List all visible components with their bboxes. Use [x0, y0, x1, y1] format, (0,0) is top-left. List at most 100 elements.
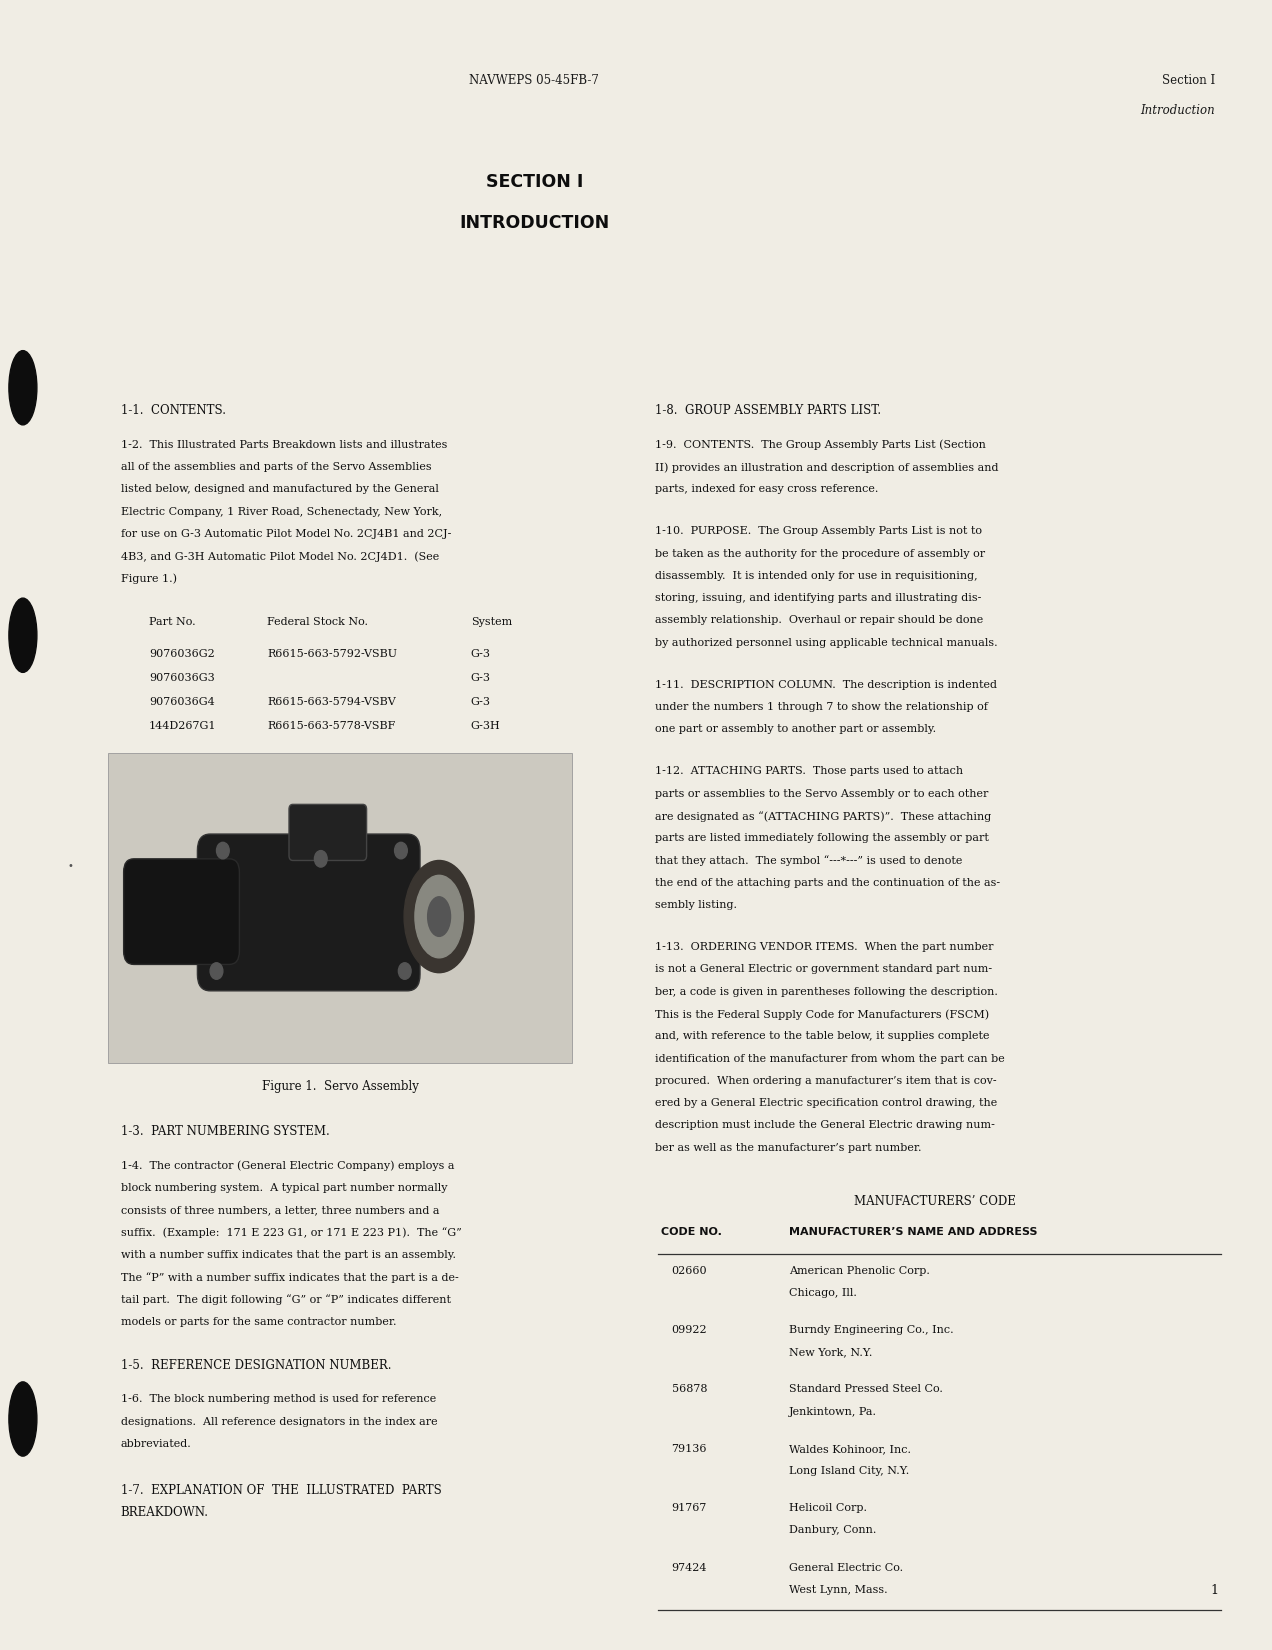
Text: 1-11.  DESCRIPTION COLUMN.  The description is indented: 1-11. DESCRIPTION COLUMN. The descriptio…: [655, 680, 997, 690]
Text: by authorized personnel using applicable technical manuals.: by authorized personnel using applicable…: [655, 637, 997, 648]
Ellipse shape: [398, 962, 411, 978]
Text: 09922: 09922: [672, 1325, 707, 1335]
Text: 1-4.  The contractor (General Electric Company) employs a: 1-4. The contractor (General Electric Co…: [121, 1160, 454, 1171]
Text: and, with reference to the table below, it supplies complete: and, with reference to the table below, …: [655, 1031, 990, 1041]
Text: G-3: G-3: [471, 648, 491, 660]
Text: R6615-663-5794-VSBV: R6615-663-5794-VSBV: [267, 696, 396, 708]
Text: G-3H: G-3H: [471, 721, 500, 731]
Text: 9076036G2: 9076036G2: [149, 648, 215, 660]
Text: be taken as the authority for the procedure of assembly or: be taken as the authority for the proced…: [655, 548, 986, 559]
Text: sembly listing.: sembly listing.: [655, 899, 736, 911]
Text: procured.  When ordering a manufacturer’s item that is cov-: procured. When ordering a manufacturer’s…: [655, 1076, 997, 1086]
Text: BREAKDOWN.: BREAKDOWN.: [121, 1506, 209, 1520]
Text: West Lynn, Mass.: West Lynn, Mass.: [789, 1584, 888, 1596]
Text: parts, indexed for easy cross reference.: parts, indexed for easy cross reference.: [655, 483, 879, 495]
Text: description must include the General Electric drawing num-: description must include the General Ele…: [655, 1120, 995, 1130]
Text: MANUFACTURER’S NAME AND ADDRESS: MANUFACTURER’S NAME AND ADDRESS: [789, 1226, 1037, 1238]
Text: abbreviated.: abbreviated.: [121, 1439, 192, 1449]
Text: MANUFACTURERS’ CODE: MANUFACTURERS’ CODE: [854, 1195, 1016, 1208]
Text: 1-10.  PURPOSE.  The Group Assembly Parts List is not to: 1-10. PURPOSE. The Group Assembly Parts …: [655, 526, 982, 536]
Text: Jenkintown, Pa.: Jenkintown, Pa.: [789, 1406, 876, 1417]
Text: New York, N.Y.: New York, N.Y.: [789, 1346, 873, 1358]
Text: 1-5.  REFERENCE DESIGNATION NUMBER.: 1-5. REFERENCE DESIGNATION NUMBER.: [121, 1358, 392, 1371]
Text: 91767: 91767: [672, 1503, 707, 1513]
Ellipse shape: [216, 842, 229, 858]
Text: 1-8.  GROUP ASSEMBLY PARTS LIST.: 1-8. GROUP ASSEMBLY PARTS LIST.: [655, 404, 881, 417]
Text: Federal Stock No.: Federal Stock No.: [267, 617, 368, 627]
Text: models or parts for the same contractor number.: models or parts for the same contractor …: [121, 1317, 397, 1327]
Text: Waldes Kohinoor, Inc.: Waldes Kohinoor, Inc.: [789, 1444, 911, 1454]
Text: System: System: [471, 617, 511, 627]
Text: 144D267G1: 144D267G1: [149, 721, 216, 731]
Text: 1-12.  ATTACHING PARTS.  Those parts used to attach: 1-12. ATTACHING PARTS. Those parts used …: [655, 766, 963, 777]
Text: are designated as “(ATTACHING PARTS)”.  These attaching: are designated as “(ATTACHING PARTS)”. T…: [655, 810, 991, 822]
Text: storing, issuing, and identifying parts and illustrating dis-: storing, issuing, and identifying parts …: [655, 592, 982, 604]
Text: General Electric Co.: General Electric Co.: [789, 1563, 903, 1572]
Text: Helicoil Corp.: Helicoil Corp.: [789, 1503, 866, 1513]
Text: NAVWEPS 05-45FB-7: NAVWEPS 05-45FB-7: [469, 74, 599, 87]
Ellipse shape: [427, 896, 450, 936]
Text: 1-7.  EXPLANATION OF  THE  ILLUSTRATED  PARTS: 1-7. EXPLANATION OF THE ILLUSTRATED PART…: [121, 1483, 441, 1497]
Text: Part No.: Part No.: [149, 617, 196, 627]
Text: Electric Company, 1 River Road, Schenectady, New York,: Electric Company, 1 River Road, Schenect…: [121, 507, 441, 516]
Text: ered by a General Electric specification control drawing, the: ered by a General Electric specification…: [655, 1097, 997, 1109]
Text: listed below, designed and manufactured by the General: listed below, designed and manufactured …: [121, 483, 439, 495]
Text: 1-1.  CONTENTS.: 1-1. CONTENTS.: [121, 404, 226, 417]
Text: Introduction: Introduction: [1140, 104, 1215, 117]
Text: 56878: 56878: [672, 1384, 707, 1394]
Ellipse shape: [9, 1383, 37, 1455]
Ellipse shape: [394, 842, 407, 858]
Text: with a number suffix indicates that the part is an assembly.: with a number suffix indicates that the …: [121, 1249, 455, 1261]
Text: 1-9.  CONTENTS.  The Group Assembly Parts List (Section: 1-9. CONTENTS. The Group Assembly Parts …: [655, 439, 986, 450]
Text: disassembly.  It is intended only for use in requisitioning,: disassembly. It is intended only for use…: [655, 571, 978, 581]
Ellipse shape: [9, 599, 37, 673]
Ellipse shape: [314, 850, 327, 866]
Text: tail part.  The digit following “G” or “P” indicates different: tail part. The digit following “G” or “P…: [121, 1294, 450, 1305]
Text: II) provides an illustration and description of assemblies and: II) provides an illustration and descrip…: [655, 462, 999, 472]
Text: 1-3.  PART NUMBERING SYSTEM.: 1-3. PART NUMBERING SYSTEM.: [121, 1125, 329, 1138]
Text: G-3: G-3: [471, 696, 491, 708]
Text: Standard Pressed Steel Co.: Standard Pressed Steel Co.: [789, 1384, 943, 1394]
Text: identification of the manufacturer from whom the part can be: identification of the manufacturer from …: [655, 1053, 1005, 1064]
Text: consists of three numbers, a letter, three numbers and a: consists of three numbers, a letter, thr…: [121, 1204, 439, 1216]
Text: block numbering system.  A typical part number normally: block numbering system. A typical part n…: [121, 1183, 448, 1193]
Text: Section I: Section I: [1161, 74, 1215, 87]
Text: one part or assembly to another part or assembly.: one part or assembly to another part or …: [655, 724, 936, 734]
Text: 1-6.  The block numbering method is used for reference: 1-6. The block numbering method is used …: [121, 1394, 436, 1404]
Text: parts are listed immediately following the assembly or part: parts are listed immediately following t…: [655, 833, 988, 843]
Text: CODE NO.: CODE NO.: [661, 1226, 722, 1238]
Text: 97424: 97424: [672, 1563, 707, 1572]
Text: Figure 1.  Servo Assembly: Figure 1. Servo Assembly: [262, 1079, 418, 1092]
Text: all of the assemblies and parts of the Servo Assemblies: all of the assemblies and parts of the S…: [121, 462, 431, 472]
Text: •: •: [67, 861, 73, 871]
Text: under the numbers 1 through 7 to show the relationship of: under the numbers 1 through 7 to show th…: [655, 701, 988, 713]
Text: for use on G-3 Automatic Pilot Model No. 2CJ4B1 and 2CJ-: for use on G-3 Automatic Pilot Model No.…: [121, 528, 452, 540]
FancyBboxPatch shape: [123, 858, 239, 964]
FancyBboxPatch shape: [108, 752, 572, 1063]
Text: assembly relationship.  Overhaul or repair should be done: assembly relationship. Overhaul or repai…: [655, 615, 983, 625]
Text: Burndy Engineering Co., Inc.: Burndy Engineering Co., Inc.: [789, 1325, 953, 1335]
Ellipse shape: [404, 860, 474, 972]
Text: 1: 1: [1211, 1584, 1219, 1597]
Text: American Phenolic Corp.: American Phenolic Corp.: [789, 1266, 930, 1275]
Text: ber, a code is given in parentheses following the description.: ber, a code is given in parentheses foll…: [655, 987, 999, 997]
Text: 79136: 79136: [672, 1444, 707, 1454]
Text: G-3: G-3: [471, 673, 491, 683]
Text: 1-2.  This Illustrated Parts Breakdown lists and illustrates: 1-2. This Illustrated Parts Breakdown li…: [121, 439, 448, 450]
Text: suffix.  (Example:  171 E 223 G1, or 171 E 223 P1).  The “G”: suffix. (Example: 171 E 223 G1, or 171 E…: [121, 1228, 462, 1239]
Text: Danbury, Conn.: Danbury, Conn.: [789, 1525, 876, 1536]
Text: 1-13.  ORDERING VENDOR ITEMS.  When the part number: 1-13. ORDERING VENDOR ITEMS. When the pa…: [655, 942, 993, 952]
Text: SECTION I: SECTION I: [486, 173, 583, 191]
Text: ber as well as the manufacturer’s part number.: ber as well as the manufacturer’s part n…: [655, 1142, 922, 1153]
Text: parts or assemblies to the Servo Assembly or to each other: parts or assemblies to the Servo Assembl…: [655, 789, 988, 799]
FancyBboxPatch shape: [197, 833, 420, 990]
Text: R6615-663-5778-VSBF: R6615-663-5778-VSBF: [267, 721, 396, 731]
Text: 4B3, and G-3H Automatic Pilot Model No. 2CJ4D1.  (See: 4B3, and G-3H Automatic Pilot Model No. …: [121, 551, 439, 561]
Text: designations.  All reference designators in the index are: designations. All reference designators …: [121, 1416, 438, 1427]
FancyBboxPatch shape: [289, 804, 366, 860]
Text: Long Island City, N.Y.: Long Island City, N.Y.: [789, 1465, 909, 1477]
Text: that they attach.  The symbol “---*---” is used to denote: that they attach. The symbol “---*---” i…: [655, 855, 963, 866]
Text: Chicago, Ill.: Chicago, Ill.: [789, 1287, 856, 1299]
Text: 9076036G3: 9076036G3: [149, 673, 215, 683]
Text: 9076036G4: 9076036G4: [149, 696, 215, 708]
